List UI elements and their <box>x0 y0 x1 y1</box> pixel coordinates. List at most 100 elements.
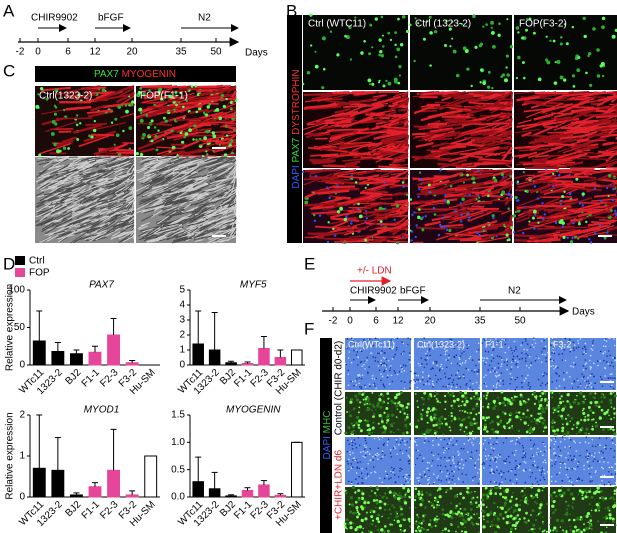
cell <box>61 198 79 207</box>
fiber <box>555 96 567 102</box>
signal <box>556 428 560 432</box>
fiber <box>505 164 513 169</box>
nucleus <box>467 439 470 442</box>
nucleus <box>588 452 591 455</box>
fiber <box>562 138 574 143</box>
signal <box>438 426 441 429</box>
nucleus <box>460 447 463 450</box>
signal <box>349 526 353 530</box>
signal <box>560 414 564 418</box>
nucleus <box>584 346 586 348</box>
nucleus <box>452 379 455 381</box>
fiber <box>593 126 617 132</box>
fiber <box>212 111 237 121</box>
nucleus <box>559 454 561 456</box>
nucleus <box>313 219 317 223</box>
cell <box>180 179 196 185</box>
nucleus <box>398 371 401 373</box>
nucleus <box>583 34 587 39</box>
signal <box>395 416 398 418</box>
nucleus <box>596 360 599 362</box>
image-bg <box>345 338 411 390</box>
fiber <box>367 213 379 218</box>
nucleus <box>336 210 341 214</box>
nucleus <box>536 481 539 483</box>
signal <box>561 426 565 430</box>
fiber <box>83 88 100 94</box>
nucleus <box>196 93 201 97</box>
signal <box>369 486 372 489</box>
signal <box>572 401 576 404</box>
nucleus <box>419 364 422 367</box>
signal <box>352 407 356 411</box>
nucleus <box>452 458 454 461</box>
nucleus <box>560 347 563 350</box>
nucleus <box>386 473 389 476</box>
nucleus <box>476 472 479 474</box>
nucleus <box>456 463 459 465</box>
signal <box>591 427 595 431</box>
nucleus <box>607 470 610 473</box>
nucleus <box>601 378 603 381</box>
fiber <box>420 186 436 191</box>
nucleus <box>447 385 449 387</box>
nucleus <box>400 370 403 373</box>
signal <box>364 420 367 423</box>
fiber <box>166 131 199 140</box>
nucleus <box>555 461 557 463</box>
nucleus <box>452 459 454 462</box>
cell <box>39 176 52 184</box>
nucleus <box>516 464 518 467</box>
fiber <box>517 177 555 189</box>
nucleus <box>467 437 470 440</box>
fiber <box>392 91 409 98</box>
nucleus <box>358 467 361 470</box>
nucleus <box>475 381 478 384</box>
cell <box>129 171 135 180</box>
cell <box>83 198 93 203</box>
signal <box>508 426 511 430</box>
nucleus <box>441 216 445 219</box>
cell <box>153 228 162 235</box>
nucleus <box>467 451 469 453</box>
nucleus <box>555 170 559 173</box>
nucleus <box>353 349 355 352</box>
cell <box>160 204 173 209</box>
signal <box>439 401 441 404</box>
cell <box>138 234 158 241</box>
nucleus <box>552 351 555 353</box>
fiber <box>221 107 237 110</box>
signal <box>444 417 447 420</box>
nucleus <box>212 134 217 139</box>
nucleus <box>437 344 440 347</box>
cell <box>73 175 83 179</box>
signal <box>571 427 574 431</box>
nucleus <box>553 437 556 440</box>
cell <box>82 172 99 183</box>
cell <box>35 212 47 218</box>
nucleus <box>499 453 501 456</box>
fiber <box>347 194 370 202</box>
cell <box>50 206 67 215</box>
signal <box>579 391 583 395</box>
signal <box>582 395 586 398</box>
cell <box>208 164 229 173</box>
nucleus <box>487 369 490 371</box>
nucleus <box>501 190 506 195</box>
fiber <box>516 216 531 223</box>
fiber <box>567 114 597 128</box>
nucleus <box>552 346 555 348</box>
nucleus <box>585 71 588 75</box>
nucleus <box>586 449 588 452</box>
nucleus <box>451 437 454 439</box>
nucleus <box>439 368 441 370</box>
nucleus <box>350 463 353 465</box>
signal <box>375 486 379 490</box>
nucleus <box>378 53 381 57</box>
fiber <box>371 95 402 106</box>
fiber <box>314 119 326 126</box>
nucleus <box>346 450 349 453</box>
signal <box>383 411 386 415</box>
fiber <box>431 142 447 148</box>
cell <box>57 176 68 182</box>
